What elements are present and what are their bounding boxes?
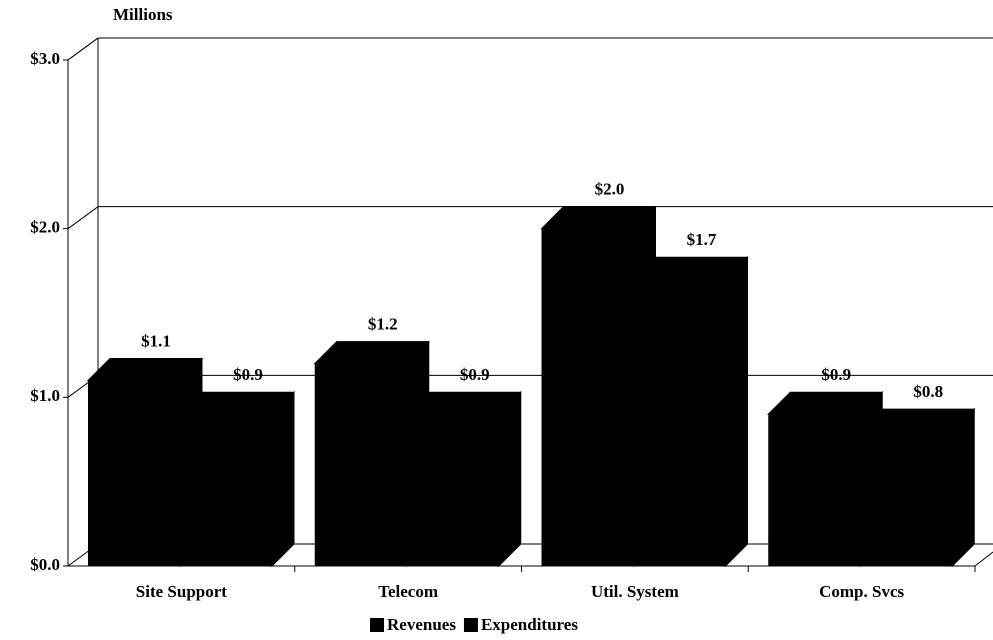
y-axis-label: Millions <box>113 5 173 24</box>
x-tick-label: Telecom <box>378 582 438 601</box>
value-label: $0.9 <box>233 365 263 384</box>
y-tick-label: $0.0 <box>30 555 60 574</box>
y-tick-label: $2.0 <box>30 218 60 237</box>
legend-label: Expenditures <box>481 615 578 634</box>
floor-edge <box>974 551 993 567</box>
bar-side <box>725 256 748 568</box>
x-tick-label: Comp. Svcs <box>819 582 904 601</box>
bar-side <box>951 407 975 568</box>
value-label: $2.0 <box>595 180 625 199</box>
bar-side <box>498 390 522 568</box>
bar <box>541 228 634 566</box>
y-tick-label: $3.0 <box>30 49 60 68</box>
grid-line-side <box>67 37 99 61</box>
grid-line-side <box>67 206 99 230</box>
value-label: $1.1 <box>141 331 171 350</box>
x-tick-label: Site Support <box>136 582 227 601</box>
y-tick-label: $1.0 <box>30 386 60 405</box>
x-tick-label: Util. System <box>591 582 679 601</box>
legend-swatch <box>370 618 384 632</box>
value-label: $0.9 <box>460 365 490 384</box>
bar <box>180 414 272 566</box>
bar <box>633 279 726 566</box>
bar <box>860 431 953 566</box>
bar <box>88 380 180 566</box>
value-label: $1.2 <box>368 315 398 334</box>
bar-side <box>271 390 295 568</box>
bar <box>768 414 861 566</box>
value-label: $0.8 <box>913 382 943 401</box>
value-label: $0.9 <box>821 365 851 384</box>
legend-label: Revenues <box>387 615 456 634</box>
value-label: $1.7 <box>687 230 717 249</box>
legend-swatch <box>463 618 478 632</box>
bar <box>314 363 407 566</box>
bar <box>406 414 499 566</box>
